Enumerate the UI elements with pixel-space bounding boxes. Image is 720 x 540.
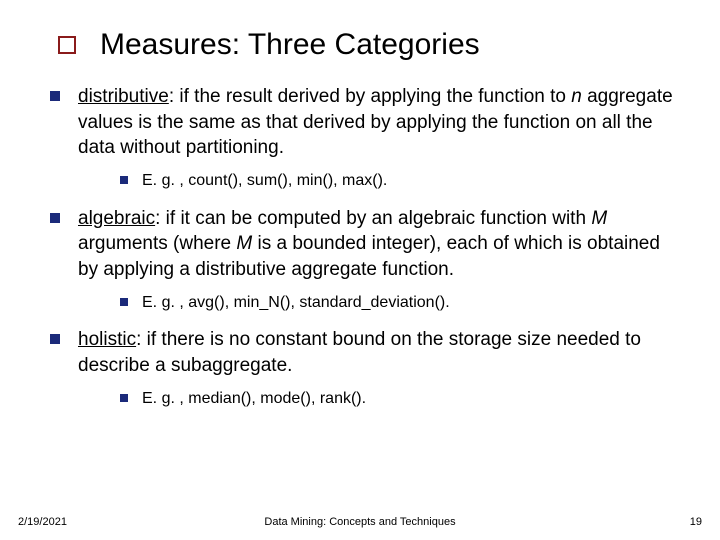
body: arguments (where (78, 233, 236, 254)
sub-bullet-example: E. g. , avg(), min_N(), standard_deviati… (120, 293, 680, 314)
body: : if it can be computed by an algebraic … (155, 208, 591, 229)
title-block-icon (58, 36, 76, 54)
term: distributive (78, 86, 169, 107)
body: : if the result derived by applying the … (169, 86, 571, 107)
bullet-distributive: distributive: if the result derived by a… (50, 84, 680, 161)
square-bullet-icon (120, 176, 128, 184)
square-bullet-icon (50, 213, 60, 223)
sub-bullet-example: E. g. , count(), sum(), min(), max(). (120, 171, 680, 192)
sub-bullet-example: E. g. , median(), mode(), rank(). (120, 389, 680, 410)
example-text: E. g. , count(), sum(), min(), max(). (142, 171, 387, 192)
bullet-holistic: holistic: if there is no constant bound … (50, 327, 680, 378)
square-bullet-icon (50, 334, 60, 344)
bullet-text: distributive: if the result derived by a… (78, 84, 680, 161)
square-bullet-icon (120, 394, 128, 402)
bullet-text: holistic: if there is no constant bound … (78, 327, 680, 378)
italic-var: M (236, 233, 252, 254)
square-bullet-icon (50, 91, 60, 101)
slide: Measures: Three Categories distributive:… (0, 0, 720, 540)
italic-var: n (571, 86, 582, 107)
square-bullet-icon (120, 298, 128, 306)
slide-title: Measures: Three Categories (100, 28, 480, 62)
bullet-text: algebraic: if it can be computed by an a… (78, 206, 680, 283)
example-text: E. g. , median(), mode(), rank(). (142, 389, 366, 410)
content-area: distributive: if the result derived by a… (50, 84, 680, 410)
title-row: Measures: Three Categories (58, 28, 680, 62)
example-text: E. g. , avg(), min_N(), standard_deviati… (142, 293, 450, 314)
bullet-algebraic: algebraic: if it can be computed by an a… (50, 206, 680, 283)
term: holistic (78, 329, 136, 350)
term: algebraic (78, 208, 155, 229)
body: : if there is no constant bound on the s… (78, 329, 641, 376)
italic-var: M (591, 208, 607, 229)
footer-center: Data Mining: Concepts and Techniques (0, 516, 720, 528)
footer-page: 19 (690, 516, 702, 528)
